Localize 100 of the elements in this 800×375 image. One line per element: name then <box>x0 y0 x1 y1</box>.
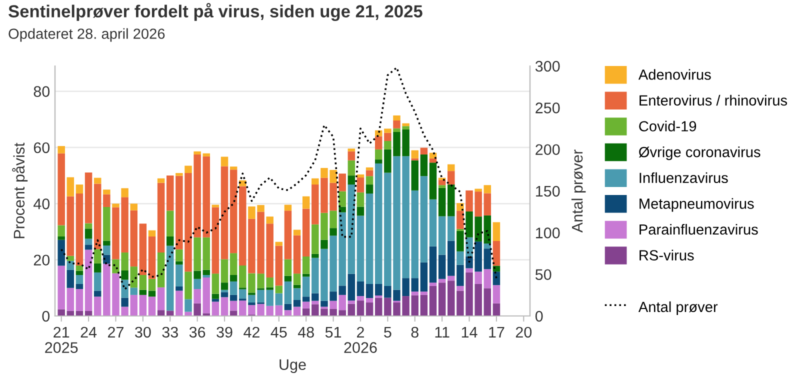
bar <box>374 136 382 150</box>
bar <box>66 256 74 261</box>
bar <box>429 199 437 246</box>
bar <box>374 298 382 316</box>
bar <box>58 236 65 240</box>
bar <box>302 196 310 209</box>
bar <box>374 160 382 164</box>
bar <box>112 204 120 208</box>
bar <box>448 276 455 281</box>
bar <box>76 265 84 271</box>
bar <box>302 302 310 308</box>
bar <box>492 285 500 304</box>
bar <box>312 300 319 304</box>
bar <box>58 225 65 237</box>
bar <box>429 286 437 316</box>
bar <box>438 216 446 255</box>
bar <box>94 290 102 297</box>
bar <box>429 246 437 283</box>
x-tick-label: 36 <box>189 326 206 338</box>
bar <box>121 298 128 307</box>
bar <box>275 305 283 316</box>
bar <box>293 235 301 274</box>
bar <box>448 184 455 216</box>
bar <box>284 210 292 260</box>
bar <box>448 216 455 241</box>
bar <box>420 154 428 176</box>
bar <box>356 216 364 282</box>
bar <box>411 160 418 190</box>
bar <box>139 274 147 290</box>
bar <box>348 151 356 160</box>
x-tick-label: 27 <box>108 326 124 338</box>
bar <box>230 281 238 295</box>
bar <box>202 278 210 314</box>
bar <box>438 180 446 186</box>
bar <box>194 151 201 154</box>
bar <box>284 204 292 211</box>
bar <box>312 254 319 258</box>
bar <box>202 274 210 278</box>
x-tick-label: 33 <box>162 326 178 338</box>
bar <box>420 148 428 154</box>
bar <box>474 188 482 192</box>
bar <box>366 170 374 176</box>
bar <box>312 293 319 301</box>
bar <box>366 194 374 284</box>
bar <box>384 141 392 150</box>
bar <box>356 192 364 207</box>
bar <box>275 242 283 246</box>
legend-label: Parainfluenzavirus <box>640 224 758 235</box>
bar <box>157 182 165 253</box>
bar <box>230 274 238 282</box>
bar <box>420 294 428 316</box>
y2-tick-label: 0 <box>535 310 543 322</box>
legend-label: Antal prøver <box>638 301 718 315</box>
x-tick-label: 21 2025 <box>45 326 78 353</box>
bar <box>356 206 364 216</box>
bar <box>230 294 238 301</box>
bar <box>429 282 437 286</box>
bar <box>420 292 428 295</box>
bar <box>103 190 110 194</box>
bar <box>293 306 301 316</box>
bar <box>66 270 74 288</box>
bar <box>284 276 292 282</box>
bar <box>66 196 74 256</box>
y2-tick-label: 100 <box>536 228 560 238</box>
bar <box>84 228 92 239</box>
legend-label: Covid-19 <box>639 120 696 132</box>
line-series <box>60 66 498 290</box>
legend-label: Influenzavirus <box>640 172 728 184</box>
x-tick-label: 2 2026 <box>344 326 377 353</box>
bar <box>84 223 92 229</box>
y-tick-label: 40 <box>34 198 50 210</box>
bar <box>103 194 110 208</box>
bar <box>484 185 492 194</box>
bar <box>420 176 428 262</box>
bar <box>393 115 400 120</box>
bar <box>448 164 455 172</box>
bar <box>202 156 210 238</box>
bar <box>58 309 65 316</box>
x-tick-label: 48 <box>298 326 314 338</box>
bar <box>429 162 437 200</box>
bar <box>456 286 464 291</box>
bar <box>384 132 392 141</box>
bar <box>176 264 183 287</box>
bar <box>230 253 238 275</box>
bar <box>411 278 418 292</box>
bar <box>302 208 310 256</box>
bar <box>356 300 364 316</box>
y2-tick-label: 150 <box>536 186 560 197</box>
bar <box>94 296 102 316</box>
x-axis-title: Uge <box>280 359 306 374</box>
y-tick-label: 0 <box>42 310 50 322</box>
bar <box>166 310 174 316</box>
bar <box>94 249 102 264</box>
bar <box>212 274 220 294</box>
bar <box>411 292 418 296</box>
x-tick-label: 14 <box>462 326 478 338</box>
bar <box>202 237 210 270</box>
bar <box>103 240 110 246</box>
bar <box>220 156 228 166</box>
bar <box>121 270 128 280</box>
